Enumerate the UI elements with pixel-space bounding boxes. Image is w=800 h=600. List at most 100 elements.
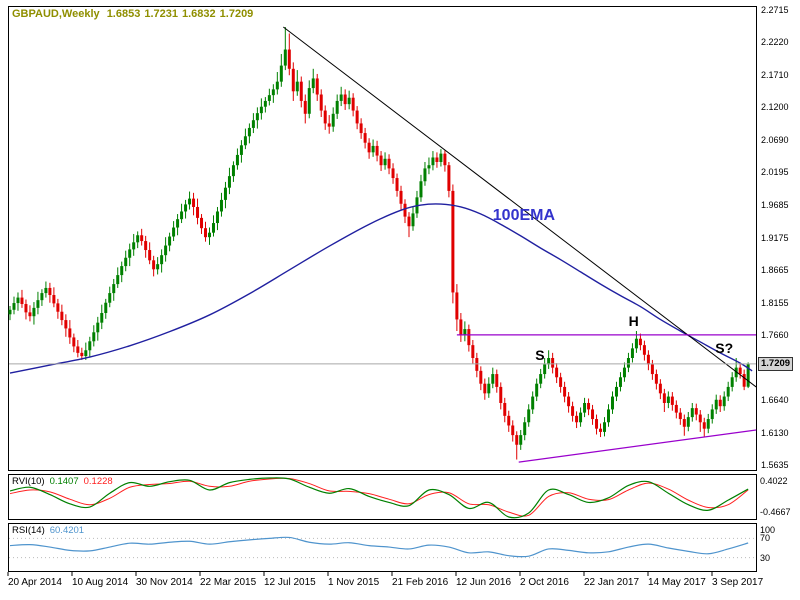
candle-body xyxy=(92,332,96,342)
candle-body xyxy=(610,396,614,410)
candle-body xyxy=(431,157,435,166)
candle-body xyxy=(551,357,555,368)
candle-body xyxy=(411,213,415,227)
candle-body xyxy=(295,81,299,92)
candle-body xyxy=(507,415,511,426)
candle-body xyxy=(463,329,467,336)
marker-head[interactable]: H xyxy=(628,313,639,330)
candle-body xyxy=(279,65,283,82)
price-axis-label: 1.7660 xyxy=(761,329,789,340)
candle-body xyxy=(535,383,539,397)
rsi-label: RSI(14) xyxy=(12,525,45,536)
candle-body xyxy=(180,211,184,220)
candle-body xyxy=(371,145,375,153)
candle-body xyxy=(483,383,487,394)
candle-body xyxy=(60,311,64,321)
price-axis-label: 2.2220 xyxy=(761,36,789,47)
candle-body xyxy=(694,408,698,415)
candle-body xyxy=(64,320,68,329)
candle-body xyxy=(519,435,523,445)
rsi-panel[interactable] xyxy=(8,523,757,572)
candle-body xyxy=(403,203,407,217)
rsi-axis-label: 30 xyxy=(760,552,771,563)
candle-body xyxy=(555,367,559,378)
candle-body xyxy=(495,374,499,387)
time-axis-label: 14 May 2017 xyxy=(648,577,706,588)
candle-body xyxy=(363,133,367,143)
downtrend-line[interactable] xyxy=(283,26,757,388)
support-trendline[interactable] xyxy=(518,429,757,463)
candle-body xyxy=(666,396,670,403)
candle-body xyxy=(511,425,515,436)
candle-body xyxy=(319,94,323,111)
price-axis-label: 2.0195 xyxy=(761,166,789,177)
candle-body xyxy=(379,155,383,166)
rvi-indicator-header: RVI(10) 0.1407 0.1228 xyxy=(12,476,118,487)
marker-left-shoulder[interactable]: S xyxy=(535,347,545,364)
candle-body xyxy=(662,393,666,403)
main-chart-border xyxy=(8,6,757,471)
candle-body xyxy=(391,168,395,179)
rvi-main-value: 0.1407 xyxy=(49,476,79,487)
candle-body xyxy=(523,422,527,436)
ema-line xyxy=(9,203,753,374)
candle-body xyxy=(351,97,355,111)
candle-body xyxy=(140,235,144,242)
candle-body xyxy=(211,223,215,233)
candle-body xyxy=(726,386,730,397)
candle-body xyxy=(299,81,303,101)
marker-right-shoulder[interactable]: S? xyxy=(715,340,734,357)
candle-body xyxy=(355,110,359,124)
candle-body xyxy=(136,235,140,243)
candle-body xyxy=(491,374,495,384)
candle-body xyxy=(722,396,726,407)
candle-body xyxy=(128,249,132,258)
rsi-panel-border xyxy=(8,523,757,572)
candle-body xyxy=(76,346,80,353)
ohlc-open: 1.6853 xyxy=(106,8,141,20)
candle-body xyxy=(303,100,307,114)
candle-body xyxy=(443,153,447,166)
candle-body xyxy=(148,250,152,261)
time-axis-label: 12 Jun 2016 xyxy=(456,577,512,588)
candle-body xyxy=(235,154,239,166)
rsi-axis-label: 70 xyxy=(760,533,771,544)
candle-body xyxy=(587,402,591,410)
candle-body xyxy=(227,176,231,188)
rvi-panel[interactable] xyxy=(8,474,757,520)
candle-body xyxy=(32,307,36,317)
candle-body xyxy=(192,198,196,207)
candle-body xyxy=(8,309,12,315)
price-axis-label: 2.2715 xyxy=(761,5,789,15)
candle-body xyxy=(56,303,60,312)
candle-body xyxy=(690,408,694,418)
candle-body xyxy=(311,78,315,89)
candle-body xyxy=(255,113,259,121)
time-axis-label: 12 Jul 2015 xyxy=(264,577,316,588)
candle-body xyxy=(607,409,610,423)
candle-body xyxy=(108,293,112,303)
ema-text-annotation[interactable]: 100EMA xyxy=(492,206,556,224)
rsi-indicator-header: RSI(14) 60.4201 xyxy=(12,525,89,536)
candle-body xyxy=(499,386,503,403)
candle-body xyxy=(251,120,255,128)
candle-body xyxy=(208,232,211,238)
main-chart-panel[interactable] xyxy=(8,6,757,471)
time-axis-label: 20 Apr 2014 xyxy=(8,577,62,588)
candle-body xyxy=(263,100,267,107)
candle-body xyxy=(100,313,104,323)
candle-body xyxy=(387,158,391,169)
candle-body xyxy=(399,190,403,204)
candle-body xyxy=(730,377,734,387)
candle-body xyxy=(160,255,164,265)
ohlc-high: 1.7231 xyxy=(144,8,178,20)
candle-body xyxy=(196,206,200,218)
candle-body xyxy=(48,287,52,296)
time-axis-ticks xyxy=(7,572,713,576)
candle-body xyxy=(315,78,319,95)
candle-body xyxy=(678,412,682,420)
candle-body xyxy=(283,49,287,66)
candle-body xyxy=(451,190,455,293)
price-axis-label: 1.8155 xyxy=(761,298,789,309)
